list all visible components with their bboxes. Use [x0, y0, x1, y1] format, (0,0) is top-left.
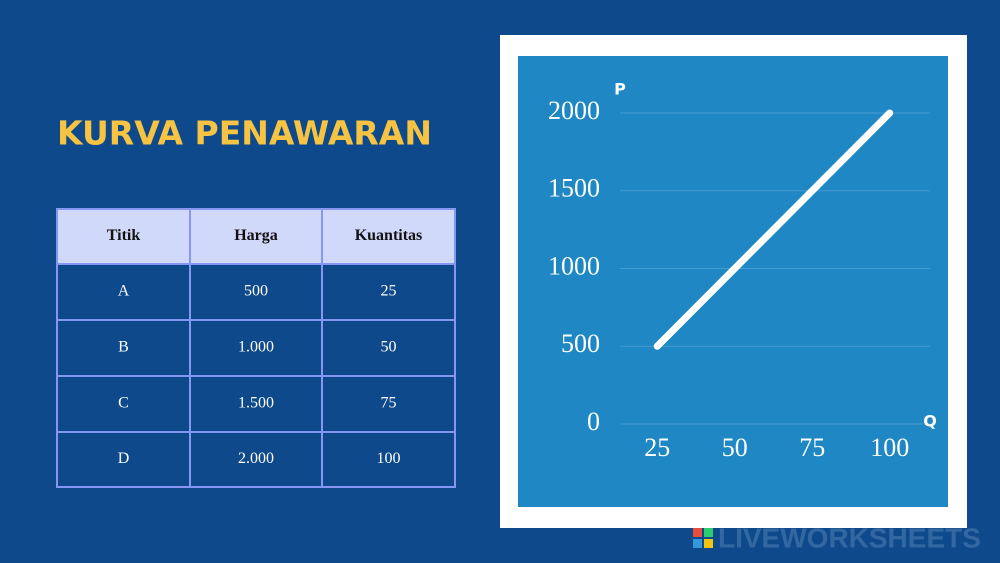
- line: [653, 109, 894, 350]
- table-cell-text: 75: [381, 395, 397, 412]
- x-tick-label: 75: [799, 433, 825, 462]
- y-tick-label: 0: [587, 407, 600, 436]
- table-cell-text: 1.000: [238, 339, 274, 356]
- table-cell-text: 50: [381, 339, 397, 356]
- y-tick-label: 1500: [548, 174, 600, 203]
- x-tick-label: 25: [644, 433, 670, 462]
- table-cell-text: 25: [381, 283, 397, 300]
- title: KURVA PENAWARAN: [57, 114, 432, 153]
- watermark: LIVEWORKSHEETS: [718, 522, 981, 553]
- table-header-bg: [57, 209, 455, 264]
- y-tick-label: 500: [561, 329, 600, 358]
- y-tick-label: 2000: [548, 96, 600, 125]
- table-cell-text: 500: [244, 283, 268, 300]
- table-header: Harga: [234, 227, 278, 244]
- table-cell-text: C: [118, 395, 129, 412]
- table-cell-text: B: [118, 339, 129, 356]
- x-tick-label: 50: [722, 433, 748, 462]
- y-tick-label: 1000: [548, 251, 600, 280]
- table-cell: [321, 431, 456, 488]
- table-cell-text: 100: [377, 450, 401, 467]
- y-axis-label: P: [614, 80, 626, 99]
- table-cell-text: 2.000: [238, 450, 274, 467]
- table-cell-text: A: [118, 283, 130, 300]
- table-header: Kuantitas: [355, 227, 423, 244]
- x-axis-label: Q: [923, 412, 937, 431]
- table-cell-text: D: [118, 450, 130, 467]
- watermark-icon: [693, 528, 713, 548]
- x-tick-label: 100: [870, 433, 909, 462]
- table-cell-text: 1.500: [238, 395, 274, 412]
- table-header: Titik: [107, 227, 141, 244]
